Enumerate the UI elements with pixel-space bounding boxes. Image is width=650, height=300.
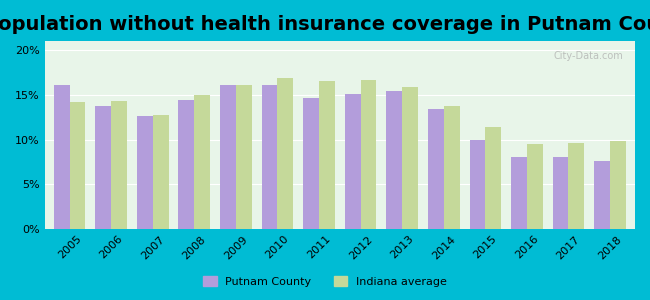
Bar	[428, 109, 444, 229]
Bar	[262, 85, 278, 229]
Bar	[402, 87, 418, 229]
Bar	[278, 78, 293, 229]
Title: Population without health insurance coverage in Putnam County: Population without health insurance cove…	[0, 15, 650, 34]
Bar	[194, 95, 210, 229]
Bar	[220, 85, 236, 229]
Bar	[469, 140, 486, 229]
Bar	[111, 101, 127, 229]
Bar	[179, 100, 194, 229]
Bar	[486, 127, 501, 229]
Bar	[303, 98, 319, 229]
Bar	[361, 80, 376, 229]
Bar	[137, 116, 153, 229]
Bar	[96, 106, 111, 229]
Bar	[569, 143, 584, 229]
Bar	[54, 85, 70, 229]
Bar	[153, 115, 168, 229]
Bar	[344, 94, 361, 229]
Bar	[319, 81, 335, 229]
Bar	[386, 91, 402, 229]
Text: City-Data.com: City-Data.com	[553, 50, 623, 61]
Bar	[236, 85, 252, 229]
Bar	[444, 106, 460, 229]
Bar	[527, 144, 543, 229]
Legend: Putnam County, Indiana average: Putnam County, Indiana average	[199, 272, 451, 291]
Bar	[610, 141, 626, 229]
Bar	[511, 158, 527, 229]
Bar	[70, 102, 85, 229]
Bar	[552, 158, 569, 229]
Bar	[594, 161, 610, 229]
